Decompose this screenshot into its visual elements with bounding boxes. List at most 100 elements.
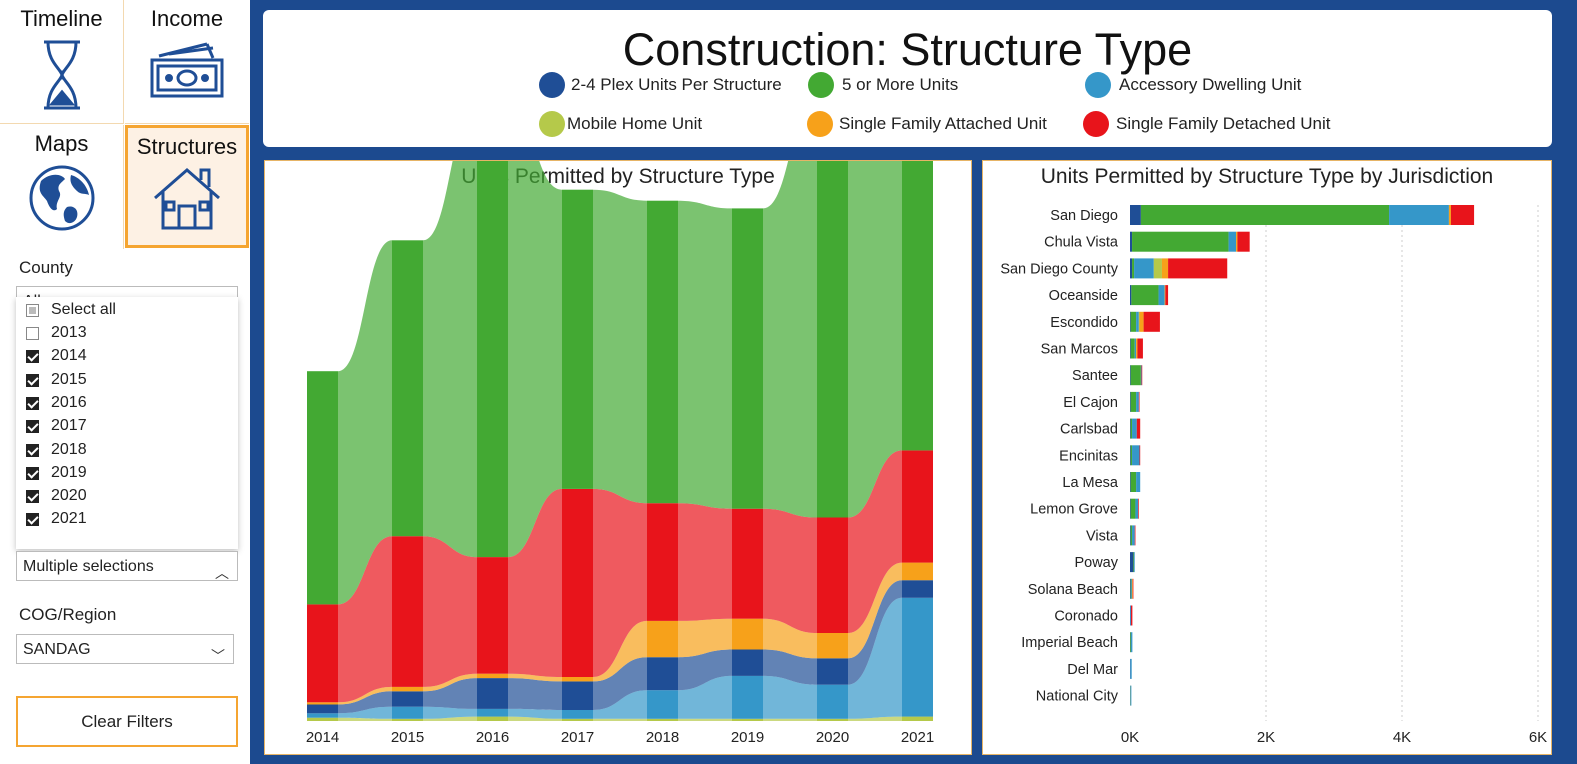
stream-bar-segment[interactable] xyxy=(392,240,423,537)
bar-segment[interactable] xyxy=(1130,205,1141,225)
stream-bar-segment[interactable] xyxy=(392,718,423,721)
bar-segment[interactable] xyxy=(1165,285,1169,306)
bar-segment[interactable] xyxy=(1130,632,1132,653)
bar-segment[interactable] xyxy=(1136,391,1139,412)
bar-segment[interactable] xyxy=(1143,311,1160,332)
bar-segment[interactable] xyxy=(1130,498,1136,519)
stream-bar-segment[interactable] xyxy=(477,708,508,717)
year-option[interactable]: 2020 xyxy=(26,485,87,507)
stream-bar-segment[interactable] xyxy=(647,620,678,658)
bar-segment[interactable] xyxy=(1133,552,1135,573)
stream-bar-segment[interactable] xyxy=(562,189,593,489)
nav-structures[interactable]: Structures xyxy=(125,125,249,248)
stream-bar-segment[interactable] xyxy=(817,517,848,634)
year-option[interactable]: 2013 xyxy=(26,322,87,344)
bar-segment[interactable] xyxy=(1131,285,1159,306)
bar-segment[interactable] xyxy=(1161,258,1169,279)
stream-bar-segment[interactable] xyxy=(477,557,508,674)
stream-bar-segment[interactable] xyxy=(732,649,763,676)
bar-segment[interactable] xyxy=(1130,391,1131,412)
bar-segment[interactable] xyxy=(1135,498,1139,519)
bar-segment[interactable] xyxy=(1132,578,1134,599)
year-option[interactable]: 2018 xyxy=(26,439,87,461)
bar-segment[interactable] xyxy=(1130,685,1132,706)
bar-segment[interactable] xyxy=(1130,365,1131,386)
bar-segment[interactable] xyxy=(1130,285,1132,306)
checkbox-checked-icon[interactable] xyxy=(26,443,39,457)
year-option[interactable]: 2021 xyxy=(26,508,87,530)
stream-bar-segment[interactable] xyxy=(307,713,338,718)
stream-bar-segment[interactable] xyxy=(392,686,423,692)
bar-segment[interactable] xyxy=(1130,258,1133,279)
bar-segment[interactable] xyxy=(1130,231,1133,252)
bar-segment[interactable] xyxy=(1130,605,1132,626)
stream-bar-segment[interactable] xyxy=(307,371,338,605)
bar-segment[interactable] xyxy=(1134,258,1154,279)
stream-bar-segment[interactable] xyxy=(902,562,933,581)
stream-bar-segment[interactable] xyxy=(647,690,678,719)
bar-segment[interactable] xyxy=(1140,205,1390,225)
bar-segment[interactable] xyxy=(1132,258,1135,279)
bar-segment[interactable] xyxy=(1136,338,1138,359)
bar-segment[interactable] xyxy=(1132,578,1133,599)
stream-bar-segment[interactable] xyxy=(732,675,763,719)
stream-bar-segment[interactable] xyxy=(562,488,593,677)
bar-segment[interactable] xyxy=(1130,578,1132,599)
stream-bar-segment[interactable] xyxy=(562,718,593,721)
bar-segment[interactable] xyxy=(1130,472,1131,492)
bar-segment[interactable] xyxy=(1228,231,1237,252)
bar-segment[interactable] xyxy=(1139,311,1144,332)
stream-bar-segment[interactable] xyxy=(902,450,933,563)
stream-bar-segment[interactable] xyxy=(732,208,763,509)
stream-bar-segment[interactable] xyxy=(647,503,678,621)
bar-segment[interactable] xyxy=(1389,205,1449,225)
bar-segment[interactable] xyxy=(1130,418,1131,439)
nav-income[interactable]: Income xyxy=(125,0,249,124)
checkbox-partial-icon[interactable] xyxy=(26,303,39,317)
stream-bar-segment[interactable] xyxy=(477,161,508,558)
bar-segment[interactable] xyxy=(1130,445,1133,466)
bar-segment[interactable] xyxy=(1168,258,1228,279)
bar-segment[interactable] xyxy=(1130,472,1137,492)
bar-segment[interactable] xyxy=(1138,498,1139,519)
bar-segment[interactable] xyxy=(1141,365,1143,386)
stream-bar-segment[interactable] xyxy=(817,684,848,719)
stream-bar-segment[interactable] xyxy=(307,702,338,705)
bar-segment[interactable] xyxy=(1130,578,1131,599)
bar-segment[interactable] xyxy=(1153,258,1162,279)
stream-bar-segment[interactable] xyxy=(392,691,423,707)
bar-segment[interactable] xyxy=(1137,338,1143,359)
year-option[interactable]: 2015 xyxy=(26,369,87,391)
stream-bar-segment[interactable] xyxy=(817,718,848,721)
bar-segment[interactable] xyxy=(1130,445,1131,466)
stream-bar-segment[interactable] xyxy=(817,161,848,518)
bar-segment[interactable] xyxy=(1130,365,1141,386)
bar-segment[interactable] xyxy=(1236,231,1238,252)
stream-bar-segment[interactable] xyxy=(902,597,933,717)
stream-bar-segment[interactable] xyxy=(647,718,678,721)
year-dropdown[interactable]: Multiple selections ︿ xyxy=(16,551,238,581)
bar-segment[interactable] xyxy=(1130,311,1137,332)
stream-bar-segment[interactable] xyxy=(902,161,933,451)
year-option[interactable]: 2017 xyxy=(26,415,87,437)
checkbox-checked-icon[interactable] xyxy=(26,419,39,433)
checkbox-checked-icon[interactable] xyxy=(26,512,39,526)
stream-bar-segment[interactable] xyxy=(902,716,933,721)
stream-bar-segment[interactable] xyxy=(732,618,763,650)
bar-segment[interactable] xyxy=(1130,391,1137,412)
bar-segment[interactable] xyxy=(1131,632,1133,653)
region-dropdown[interactable]: SANDAG ﹀ xyxy=(16,634,234,664)
bar-segment[interactable] xyxy=(1130,311,1131,332)
bar-segment[interactable] xyxy=(1130,525,1133,546)
bar-segment[interactable] xyxy=(1136,472,1141,492)
clear-filters-button[interactable]: Clear Filters xyxy=(16,696,238,747)
bar-segment[interactable] xyxy=(1131,605,1133,626)
stream-bar-segment[interactable] xyxy=(647,200,678,504)
stream-bar-segment[interactable] xyxy=(477,673,508,679)
year-option[interactable]: 2019 xyxy=(26,462,87,484)
stream-bar-segment[interactable] xyxy=(392,706,423,719)
bar-segment[interactable] xyxy=(1132,525,1135,546)
checkbox-checked-icon[interactable] xyxy=(26,396,39,410)
stream-bar-segment[interactable] xyxy=(562,681,593,710)
bar-segment[interactable] xyxy=(1138,311,1140,332)
